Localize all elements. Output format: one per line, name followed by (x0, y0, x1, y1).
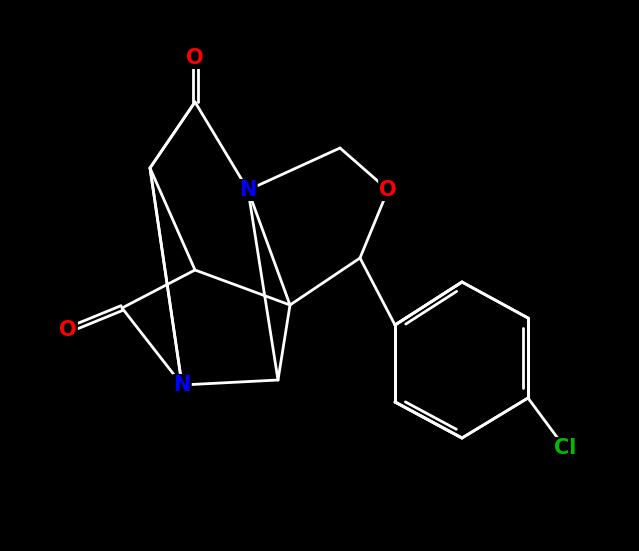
Text: N: N (173, 375, 190, 395)
Text: Cl: Cl (554, 438, 576, 458)
Text: O: O (59, 320, 77, 340)
Text: N: N (240, 180, 257, 200)
Text: O: O (379, 180, 397, 200)
Text: O: O (186, 48, 204, 68)
